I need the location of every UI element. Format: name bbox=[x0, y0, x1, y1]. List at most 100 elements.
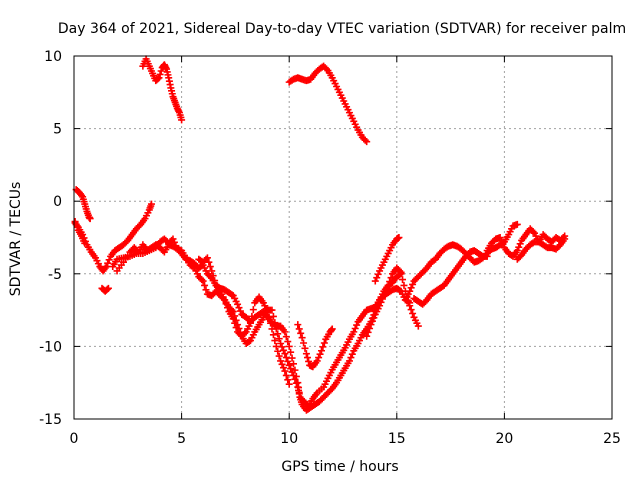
series-trace-g bbox=[195, 254, 293, 388]
data-point bbox=[157, 67, 165, 75]
data-point bbox=[290, 371, 298, 379]
chart-title: Day 364 of 2021, Sidereal Day-to-day VTE… bbox=[58, 21, 626, 37]
data-point bbox=[275, 352, 283, 360]
data-point bbox=[529, 228, 537, 236]
data-point bbox=[561, 235, 569, 243]
data-point bbox=[104, 284, 112, 292]
data-point bbox=[373, 274, 381, 282]
data-point bbox=[345, 357, 353, 365]
data-point bbox=[303, 354, 311, 362]
data-point bbox=[397, 268, 405, 276]
data-point bbox=[377, 298, 385, 306]
data-point bbox=[234, 300, 242, 308]
data-point bbox=[370, 314, 378, 322]
data-point bbox=[498, 237, 506, 245]
series-trace-p bbox=[285, 62, 371, 146]
data-point bbox=[284, 338, 292, 346]
y-tick-label: 0 bbox=[53, 194, 62, 210]
data-point bbox=[386, 278, 394, 286]
data-point bbox=[279, 346, 287, 354]
data-point bbox=[363, 332, 371, 340]
data-point bbox=[351, 324, 359, 332]
data-point bbox=[499, 240, 507, 248]
data-point bbox=[245, 338, 253, 346]
data-point bbox=[300, 339, 308, 347]
data-point bbox=[278, 360, 286, 368]
data-point bbox=[366, 324, 374, 332]
data-point bbox=[277, 357, 285, 365]
data-point bbox=[169, 235, 177, 243]
data-point bbox=[268, 306, 276, 314]
data-point bbox=[513, 220, 521, 228]
data-point bbox=[285, 361, 293, 369]
data-point bbox=[274, 330, 282, 338]
data-point bbox=[361, 136, 369, 144]
series-trace-m bbox=[483, 225, 569, 260]
data-point bbox=[348, 350, 356, 358]
data-point bbox=[513, 247, 521, 255]
series-trace-h bbox=[294, 321, 336, 371]
data-point bbox=[387, 274, 395, 282]
series-trace-b bbox=[72, 186, 94, 223]
data-point bbox=[383, 285, 391, 293]
y-axis-label: SDTVAR / TECUs bbox=[8, 182, 24, 297]
data-point bbox=[406, 299, 414, 307]
data-point bbox=[290, 360, 298, 368]
data-point bbox=[224, 304, 232, 312]
data-point bbox=[297, 329, 305, 337]
data-point bbox=[235, 304, 243, 312]
data-point bbox=[396, 267, 404, 275]
data-point bbox=[101, 264, 109, 272]
data-point bbox=[282, 371, 290, 379]
x-tick-label: 20 bbox=[495, 431, 513, 447]
data-point bbox=[277, 339, 285, 347]
data-point bbox=[284, 357, 292, 365]
data-point bbox=[399, 276, 407, 284]
data-point bbox=[287, 365, 295, 373]
series-trace-o bbox=[139, 55, 186, 124]
data-point bbox=[105, 256, 113, 264]
series-trace-d bbox=[98, 284, 112, 295]
data-point bbox=[281, 367, 289, 375]
data-point bbox=[364, 328, 372, 336]
data-point bbox=[409, 309, 417, 317]
data-point bbox=[268, 325, 276, 333]
data-point bbox=[281, 328, 289, 336]
data-point bbox=[274, 347, 282, 355]
data-point bbox=[271, 337, 279, 345]
y-tick-label: -5 bbox=[48, 267, 62, 283]
data-point bbox=[221, 296, 229, 304]
data-point bbox=[323, 65, 331, 73]
data-point bbox=[155, 74, 163, 82]
data-point bbox=[202, 286, 210, 294]
data-point bbox=[102, 263, 110, 271]
data-point bbox=[347, 354, 355, 362]
data-point bbox=[516, 240, 524, 248]
data-point bbox=[81, 239, 89, 247]
data-point bbox=[384, 281, 392, 289]
y-tick-label: 5 bbox=[53, 122, 62, 138]
data-point bbox=[189, 263, 197, 271]
data-point bbox=[104, 259, 112, 267]
data-point bbox=[198, 276, 206, 284]
data-point bbox=[285, 342, 293, 350]
data-point bbox=[206, 263, 214, 271]
x-tick-label: 5 bbox=[177, 431, 186, 447]
data-point bbox=[222, 300, 230, 308]
data-point bbox=[515, 243, 523, 251]
data-point bbox=[407, 306, 415, 314]
data-point bbox=[208, 267, 216, 275]
data-point bbox=[201, 281, 209, 289]
data-point bbox=[368, 317, 376, 325]
data-point bbox=[400, 281, 408, 289]
data-point bbox=[232, 324, 240, 332]
data-point bbox=[315, 354, 323, 362]
data-point bbox=[246, 319, 254, 327]
data-point bbox=[275, 335, 283, 343]
series-trace-j bbox=[363, 264, 405, 340]
data-point bbox=[249, 306, 257, 314]
data-point bbox=[147, 200, 155, 208]
data-point bbox=[406, 287, 414, 295]
data-point bbox=[287, 348, 295, 356]
axis-ticks: 0 5 10 15 20 25 -15 -10 -5 0 5 10 bbox=[39, 49, 621, 447]
